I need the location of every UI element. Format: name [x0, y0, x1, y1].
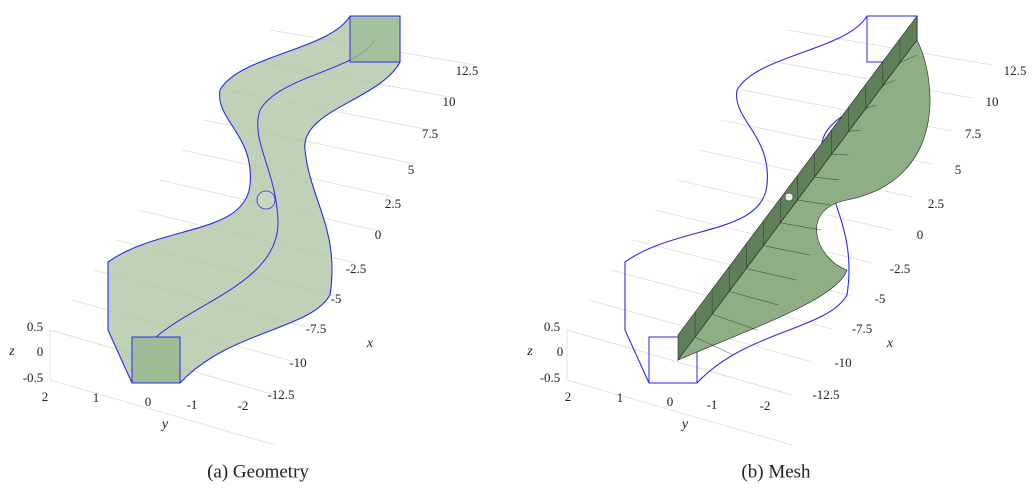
y-tick-label: 2 [42, 389, 49, 404]
x-tick-label: -5 [331, 291, 342, 306]
sphere [257, 191, 275, 209]
x-tick-label: -10 [834, 355, 851, 370]
geometry-surface [108, 16, 400, 383]
x-tick-label: -2.5 [890, 261, 911, 276]
x-tick-label: 5 [955, 162, 962, 177]
x-tick-label: -12.5 [812, 387, 839, 402]
x-tick-label: 7.5 [422, 126, 438, 141]
x-axis-label: x [366, 336, 374, 351]
y-tick-label: 0 [667, 394, 674, 409]
z-tick-label: 0 [557, 344, 564, 359]
y-tick-label: -1 [707, 397, 718, 412]
x-tick-label: 7.5 [965, 126, 981, 141]
x-tick-label: 12.5 [456, 63, 479, 78]
plot-3d [50, 16, 475, 445]
figure: 12.5107.552.50-2.5-5-7.5-10-12.5x210-1-2… [0, 0, 1034, 494]
x-tick-label: -5 [875, 291, 886, 306]
x-tick-label: 5 [408, 162, 415, 177]
z-axis-label: z [526, 344, 533, 359]
plot-3d [567, 16, 992, 445]
z-tick-label: 0.5 [27, 319, 43, 334]
y-tick-label: 2 [565, 389, 572, 404]
inlet-box [132, 337, 180, 383]
sphere [785, 193, 793, 201]
x-tick-label: -12.5 [267, 387, 294, 402]
z-tick-label: -0.5 [540, 370, 561, 385]
z-tick-label: 0.5 [544, 319, 560, 334]
x-tick-label: 10 [986, 94, 999, 109]
z-tick-label: 0 [37, 344, 44, 359]
x-tick-label: 12.5 [1004, 63, 1027, 78]
x-axis-label: x [886, 336, 894, 351]
mesh-surface [678, 40, 930, 360]
x-tick-label: 0 [917, 227, 924, 242]
geometry-outline [625, 16, 917, 383]
x-tick-label: 2.5 [385, 196, 401, 211]
y-tick-label: 1 [93, 390, 100, 405]
y-tick-label: 1 [617, 390, 624, 405]
y-tick-label: 0 [145, 394, 152, 409]
y-tick-label: -1 [187, 397, 198, 412]
y-axis-label: y [160, 417, 169, 432]
x-tick-label: -10 [289, 355, 306, 370]
x-tick-label: 0 [375, 227, 382, 242]
y-tick-label: -2 [760, 398, 771, 413]
caption: (b) Mesh [741, 461, 811, 482]
z-tick-label: -0.5 [23, 370, 44, 385]
x-tick-label: -2.5 [346, 261, 367, 276]
y-tick-label: -2 [238, 398, 249, 413]
x-tick-label: 2.5 [928, 196, 944, 211]
y-axis-label: y [680, 417, 689, 432]
z-axis-label: z [8, 344, 15, 359]
x-tick-label: -7.5 [306, 321, 327, 336]
outlet-box [350, 16, 400, 62]
grid-line [567, 380, 792, 445]
x-tick-label: -7.5 [852, 321, 873, 336]
caption: (a) Geometry [207, 461, 309, 482]
x-tick-label: 10 [443, 94, 456, 109]
